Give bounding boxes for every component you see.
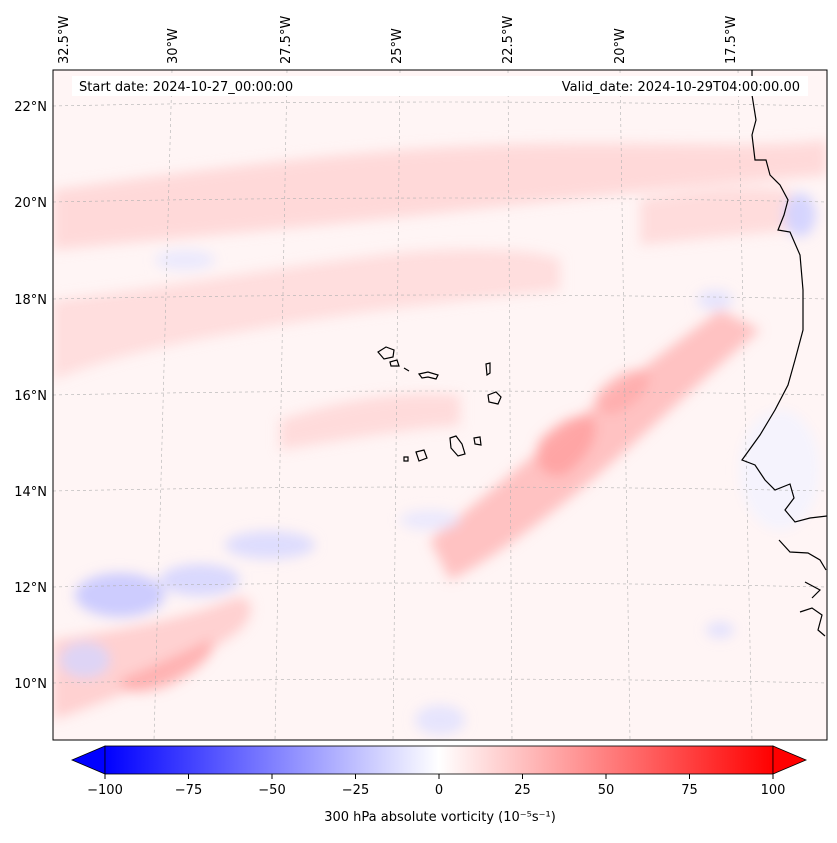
colorbar-tick-label: −100: [87, 783, 123, 798]
lon-label: 20°W: [613, 28, 628, 64]
island-sao-vicente: [389, 359, 400, 367]
colorbar-tick-label: 75: [681, 783, 698, 798]
start-date-label: Start date: 2024-10-27_00:00:00: [79, 80, 293, 95]
latitude-labels: 22°N 20°N 18°N 16°N 14°N 12°N 10°N: [14, 100, 47, 692]
colorbar-extend-max: [772, 745, 808, 775]
island-fogo: [415, 449, 428, 462]
lat-label: 12°N: [14, 581, 47, 596]
cape-verde-islands: [377, 346, 502, 462]
negative-patch-4: [60, 642, 110, 678]
island-sao-nicolau: [417, 371, 439, 380]
colorbar-body: [104, 745, 774, 775]
lat-label: 18°N: [14, 293, 47, 308]
lon-label: 30°W: [166, 28, 181, 64]
negative-patch-6: [784, 193, 816, 237]
gridlines: [53, 70, 827, 740]
field-patches: [53, 140, 827, 735]
negative-patch-1: [75, 573, 165, 617]
negative-patch-9: [706, 622, 734, 638]
colorbar-ticks: −100 −75 −50 −25 0 25 50 75 100: [87, 774, 785, 798]
island-sal: [485, 362, 491, 377]
lon-label: 17.5°W: [724, 16, 739, 64]
lon-label: 22.5°W: [501, 16, 516, 64]
lat-label: 22°N: [14, 100, 47, 115]
colorbar-tick-label: 100: [761, 783, 786, 798]
colorbar-tick-label: −25: [342, 783, 369, 798]
valid-date-label: Valid_date: 2024-10-29T04:00:00.00: [562, 80, 800, 95]
positive-core-2: [595, 370, 650, 415]
positive-band-center: [280, 393, 460, 450]
island-santiago: [449, 435, 466, 457]
island-brava: [403, 456, 409, 462]
map-frame: [52, 69, 828, 741]
colorbar-tick-label: 0: [435, 783, 443, 798]
lon-label: 27.5°W: [279, 16, 294, 64]
west-africa-coastline: [741, 70, 827, 637]
negative-patch-3: [225, 531, 315, 559]
lat-label: 20°N: [14, 196, 47, 211]
negative-patch-8: [697, 290, 733, 310]
negative-patch-11: [740, 410, 820, 530]
colorbar-tick-label: 50: [598, 783, 615, 798]
lat-label: 16°N: [14, 389, 47, 404]
negative-patch-7: [155, 250, 215, 270]
colorbar-extend-min: [70, 745, 106, 775]
lat-label: 14°N: [14, 485, 47, 500]
positive-band-west: [53, 249, 560, 380]
island-santo-antao: [377, 346, 395, 360]
colorbar-tick-label: 25: [514, 783, 531, 798]
positive-band-diagonal: [430, 310, 760, 580]
positive-band-southwest: [53, 597, 251, 720]
island-santa-luzia: [403, 367, 410, 372]
colorbar-tick-label: −75: [175, 783, 202, 798]
lat-label: 10°N: [14, 677, 47, 692]
colorbar: −100 −75 −50 −25 0 25 50 75 100 300 hPa absolute…: [70, 745, 808, 825]
positive-band-north: [53, 140, 827, 250]
colorbar-label: 300 hPa absolute vorticity (10⁻⁵s⁻¹): [324, 810, 556, 825]
positive-core-1: [536, 416, 596, 476]
negative-patch-2: [160, 564, 240, 596]
colorbar-tick-label: −50: [258, 783, 285, 798]
island-maio: [473, 436, 482, 446]
positive-band-east: [640, 188, 790, 245]
date-label-box: [72, 76, 808, 96]
negative-patch-5: [415, 705, 465, 735]
negative-patch-10: [400, 510, 460, 530]
lon-label: 25°W: [390, 28, 405, 64]
island-boa-vista: [487, 391, 502, 405]
longitude-labels: 32.5°W 30°W 27.5°W 25°W 22.5°W 20°W 17.5…: [57, 16, 739, 64]
positive-core-southwest: [120, 640, 213, 692]
vorticity-field: [53, 70, 827, 740]
lon-label: 32.5°W: [57, 16, 72, 64]
